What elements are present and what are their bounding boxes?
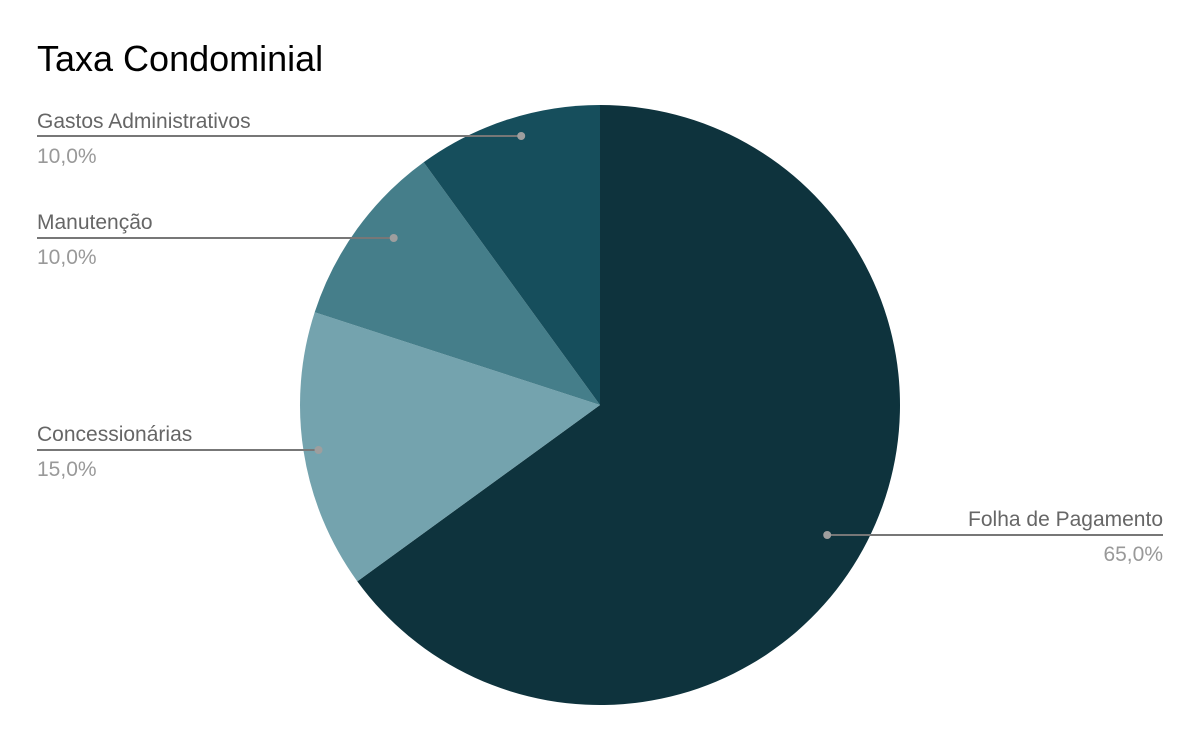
pie-slices <box>300 105 900 706</box>
slice-label-concessionarias: Concessionárias <box>37 423 192 446</box>
slice-label-manutencao: Manutenção <box>37 211 153 234</box>
pie-slice-manutencao <box>314 162 600 405</box>
chart-title: Taxa Condominial <box>37 38 323 79</box>
pie-slice-gastos-administrativos <box>423 105 600 405</box>
slice-value-manutencao: 10,0% <box>37 246 97 269</box>
pie-slice-folha-de-pagamento <box>357 105 900 706</box>
leader-dot-manutencao <box>389 234 398 242</box>
slice-label-gastos-administrativos: Gastos Administrativos <box>37 110 251 133</box>
slice-labels: Folha de Pagamento 65,0% Concessionárias 15… <box>37 110 1163 566</box>
slice-value-gastos-administrativos: 10,0% <box>37 145 97 168</box>
leader-dot-concessionarias <box>314 446 323 454</box>
pie-slice-concessionarias <box>300 312 600 582</box>
slice-label-folha-de-pagamento: Folha de Pagamento <box>968 508 1163 531</box>
leader-dot-gastos-administrativos <box>517 132 526 140</box>
slice-value-folha-de-pagamento: 65,0% <box>1103 543 1163 566</box>
leader-dot-folha-de-pagamento <box>823 531 832 539</box>
slice-value-concessionarias: 15,0% <box>37 458 97 481</box>
